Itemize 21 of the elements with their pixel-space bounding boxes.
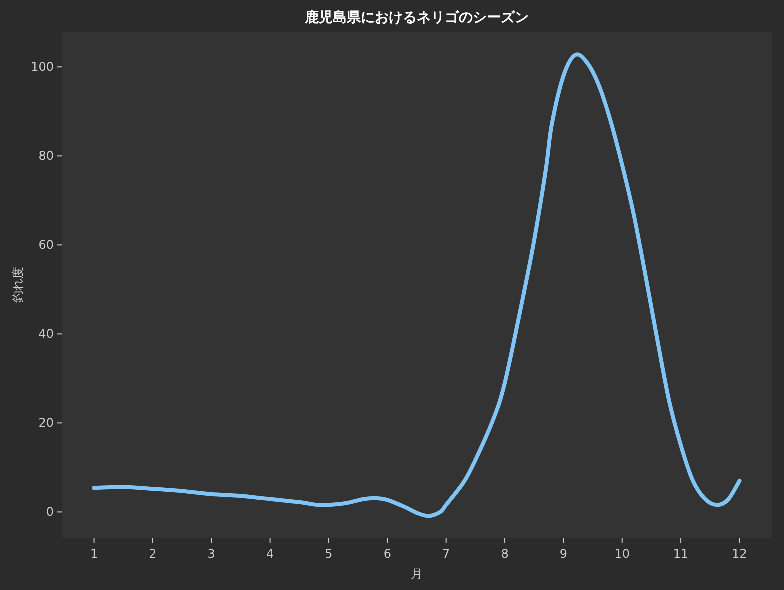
y-tick-label: 0 xyxy=(46,505,54,520)
x-tick-label: 6 xyxy=(384,547,392,561)
y-tick-label: 80 xyxy=(38,149,54,164)
x-tick-label: 3 xyxy=(208,547,216,561)
x-tick-label: 9 xyxy=(560,547,568,561)
x-axis-title: 月 xyxy=(411,567,423,581)
y-tick-label: 100 xyxy=(31,60,54,74)
x-tick-label: 11 xyxy=(673,547,689,561)
x-tick-label: 1 xyxy=(90,547,98,561)
x-tick-label: 8 xyxy=(501,547,509,561)
x-tick-label: 4 xyxy=(266,547,274,561)
y-tick-label: 20 xyxy=(38,416,54,430)
x-tick-label: 10 xyxy=(614,547,630,561)
y-tick-label: 60 xyxy=(38,238,54,252)
y-axis-title: 釣れ度 xyxy=(11,267,25,303)
y-tick-label: 40 xyxy=(38,327,54,342)
x-tick-label: 2 xyxy=(149,547,157,561)
x-tick-label: 12 xyxy=(732,547,748,561)
x-tick-label: 5 xyxy=(325,547,333,561)
chart-title: 鹿児島県におけるネリゴのシーズン xyxy=(304,9,529,26)
x-tick-label: 7 xyxy=(442,547,450,561)
